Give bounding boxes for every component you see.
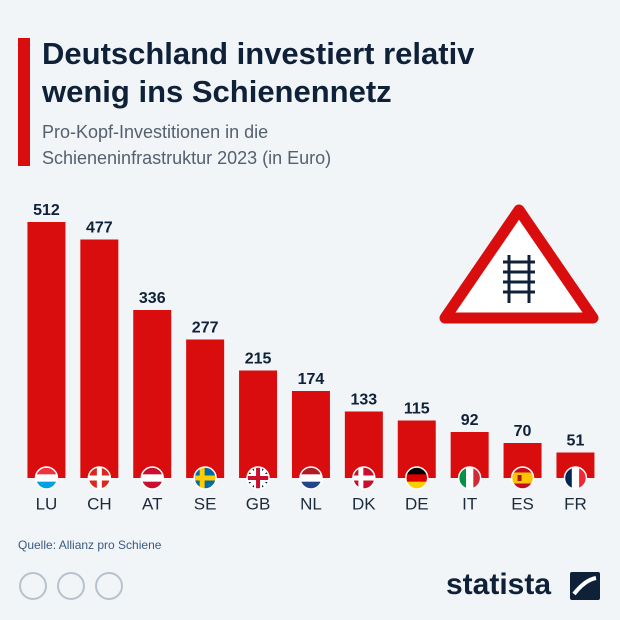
flag-part <box>473 467 481 489</box>
x-tick-label: AT <box>142 494 162 513</box>
source: Quelle: Allianz pro Schiene <box>18 538 162 552</box>
flag-part <box>247 476 270 480</box>
value-label: 51 <box>567 433 585 450</box>
flag <box>564 467 587 489</box>
x-tick-label: DK <box>352 494 376 513</box>
value-label: 174 <box>298 371 325 388</box>
flag-part <box>299 467 322 475</box>
flag-part <box>405 481 428 489</box>
flag <box>511 467 534 489</box>
x-tick-label: LU <box>36 494 58 513</box>
value-label: 336 <box>139 290 166 307</box>
flag-border <box>140 466 164 490</box>
flag-part <box>194 475 217 481</box>
value-label: 277 <box>192 320 219 337</box>
flag <box>405 467 428 489</box>
flag-border <box>405 466 429 490</box>
flag <box>141 467 164 489</box>
x-tick-label: SE <box>194 494 217 513</box>
flag-border <box>87 466 112 490</box>
flag-part <box>579 467 587 489</box>
flag-part <box>141 474 164 483</box>
license-icons <box>19 572 123 600</box>
flag <box>35 467 58 489</box>
chart-subtitle: Pro-Kopf-Investitionen in die <box>42 122 268 142</box>
flag-part <box>35 481 58 489</box>
flag-part <box>405 467 428 475</box>
flag-part <box>511 472 534 484</box>
flag-part <box>141 467 164 475</box>
flag <box>88 467 111 489</box>
x-tick-label: ES <box>511 494 534 513</box>
flag-border <box>510 466 535 490</box>
bar <box>291 391 330 478</box>
chart-subtitle: Schieneninfrastruktur 2023 (in Euro) <box>42 148 331 168</box>
bar <box>27 222 66 478</box>
chart-title: wenig ins Schienennetz <box>41 74 392 109</box>
x-tick-label: FR <box>564 494 587 513</box>
chart-title: Deutschland investiert relativ <box>42 36 475 71</box>
x-tick-label: NL <box>300 494 322 513</box>
value-label: 115 <box>404 401 430 418</box>
flag-part <box>564 467 573 489</box>
flag-border <box>563 466 588 490</box>
bar <box>80 239 119 478</box>
flag-part <box>571 467 580 489</box>
flag-border <box>352 466 376 490</box>
brand-icon <box>572 576 597 596</box>
value-label: 133 <box>350 392 377 409</box>
value-label: 215 <box>245 351 272 368</box>
flag-border <box>246 466 270 490</box>
flag-border <box>34 466 59 490</box>
x-tick-label: CH <box>87 494 112 513</box>
flag-part <box>35 467 58 475</box>
flag-part <box>352 475 375 481</box>
x-tick-label: DE <box>405 494 429 513</box>
flag-part <box>299 474 322 483</box>
flag-part <box>405 474 428 483</box>
bar <box>239 370 278 478</box>
flag-border <box>193 466 217 490</box>
flag-part <box>141 481 164 489</box>
flag-border <box>457 466 482 490</box>
flag-part <box>88 475 111 481</box>
flag-part <box>465 467 474 489</box>
accent-bar <box>18 38 30 166</box>
value-label: 92 <box>461 412 479 429</box>
value-label: 512 <box>33 202 60 219</box>
flag <box>299 467 322 489</box>
flag-part <box>299 481 322 489</box>
bar <box>186 339 225 478</box>
flag-border <box>299 466 323 490</box>
x-tick-label: GB <box>246 494 271 513</box>
flag <box>458 467 481 489</box>
value-label: 477 <box>86 220 113 237</box>
bar <box>133 310 172 478</box>
flag-part <box>35 474 58 483</box>
value-label: 70 <box>514 423 532 440</box>
warning-sign <box>439 204 599 324</box>
flag <box>352 467 375 489</box>
flag-part <box>458 467 467 489</box>
brand-logo: statista <box>446 568 551 601</box>
x-tick-label: IT <box>462 494 477 513</box>
flag <box>194 467 217 489</box>
flag-part <box>517 475 522 481</box>
